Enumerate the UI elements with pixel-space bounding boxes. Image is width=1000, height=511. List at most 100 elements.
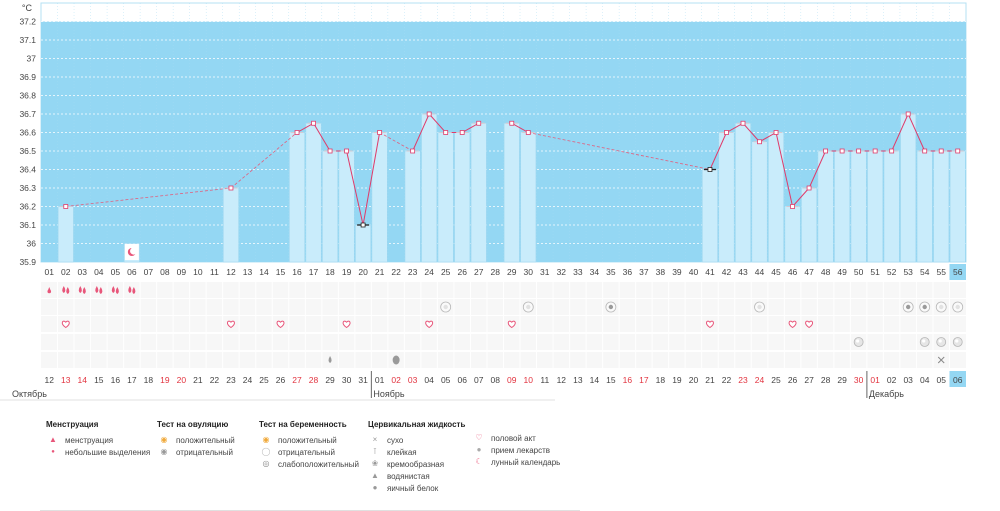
- cycle-day-label: 55: [936, 267, 946, 277]
- calendar-date-label: 24: [243, 375, 253, 385]
- legend-label: сухо: [387, 435, 404, 445]
- cycle-day-label: 10: [193, 267, 203, 277]
- legend-label: положительный: [176, 435, 235, 445]
- calendar-date-label: 22: [210, 375, 220, 385]
- cycle-day-label: 37: [639, 267, 649, 277]
- temperature-bar: [322, 150, 338, 263]
- heavy-drop-icon-2: [66, 287, 70, 294]
- temperature-bar: [355, 224, 372, 263]
- y-tick-label: 36.3: [19, 183, 36, 193]
- heart-icon: [706, 320, 714, 329]
- legend-menstruation: Менструация ▲ менструация ● небольшие выде…: [46, 420, 150, 458]
- calendar-date-label: 01: [870, 375, 880, 385]
- temperature-line: [346, 150, 364, 226]
- legend-label: кремообразная: [387, 459, 445, 469]
- heavy-drop-icon: ▲: [49, 435, 57, 444]
- cycle-day-label: 02: [61, 267, 71, 277]
- temperature-point: [823, 148, 828, 154]
- month-label: Ноябрь: [373, 389, 405, 399]
- y-tick-label: 36.8: [19, 91, 36, 101]
- calendar-date-label: 22: [722, 375, 732, 385]
- temperature-point: [525, 130, 531, 135]
- pill-shine: [955, 339, 959, 343]
- heart-icon: [342, 320, 351, 329]
- cycle-day-label: 09: [177, 267, 187, 277]
- calendar-date-label: 25: [771, 375, 781, 385]
- temperature-bar: [801, 187, 817, 263]
- cycle-day-label: 06: [127, 267, 137, 277]
- temperature-bar: [883, 150, 900, 263]
- cycle-day-label: 41: [705, 267, 715, 277]
- temperature-bar: [404, 150, 421, 263]
- calendar-date-label: 14: [78, 375, 88, 385]
- calendar-date-label: 27: [292, 375, 302, 385]
- temperature-bar: [520, 132, 537, 263]
- pregnancy-test-center: [939, 304, 944, 310]
- calendar-date-label: 21: [705, 375, 715, 385]
- calendar-date-label: 15: [606, 375, 616, 385]
- temperature-bar: [834, 150, 851, 263]
- legend-pregnancy: Тест на беременность ◉ положительный ◯ отр…: [259, 420, 359, 470]
- cycle-day-label: 45: [771, 267, 781, 277]
- calendar-date-label: 28: [821, 375, 831, 385]
- y-tick-label: 36.4: [19, 165, 36, 175]
- temperature-bar: [718, 132, 735, 263]
- cycle-day-label: 52: [887, 267, 897, 277]
- chart-legend: Менструация ▲ менструация ● небольшие выде…: [40, 420, 580, 511]
- temperature-line: [742, 122, 760, 143]
- temperature-line: [891, 113, 909, 152]
- legend-label: отрицательный: [278, 447, 335, 457]
- cycle-day-label: 01: [45, 267, 55, 277]
- temperature-dashed-line: [528, 132, 711, 170]
- watery-icon: [328, 356, 332, 363]
- cycle-day-label: 46: [788, 267, 798, 277]
- y-tick-label: 36: [27, 239, 37, 249]
- temperature-line: [709, 132, 727, 170]
- legend-cervical: Цервикальная жидкость × сухо ⊺ клейкая ❀ кр…: [368, 420, 465, 494]
- y-tick-label: 36.2: [19, 202, 36, 212]
- current-day-highlight: [949, 264, 966, 280]
- temperature-bar: [817, 150, 834, 263]
- excluded-point: [360, 222, 366, 228]
- temperature-dashed-line: [379, 132, 413, 152]
- temperature-bar: [702, 169, 718, 263]
- legend-ovulation: Тест на овуляцию ◉ положительный ◉ отрицат…: [157, 420, 235, 458]
- calendar-date-label: 27: [804, 375, 814, 385]
- temperature-bar: [900, 113, 917, 263]
- legend-label: небольшие выделения: [65, 447, 151, 457]
- temperature-bar: [784, 206, 801, 263]
- calendar-date-label: 06: [457, 375, 467, 385]
- temperature-bar: [454, 132, 471, 263]
- temperature-line: [428, 113, 447, 133]
- y-tick-label: 37.2: [19, 17, 36, 27]
- legend-label: положительный: [278, 435, 337, 445]
- cycle-day-label: 25: [441, 267, 451, 277]
- calendar-date-label: 06: [953, 375, 963, 385]
- calendar-date-label: 02: [391, 375, 401, 385]
- temperature-bar: [470, 123, 487, 263]
- legend-pregnancy-title: Тест на беременность: [259, 420, 347, 429]
- egg-white-icon: [392, 355, 400, 365]
- cycle-day-label: 35: [606, 267, 616, 277]
- cycle-day-label: 51: [870, 267, 880, 277]
- temperature-dashed-line: [230, 132, 298, 189]
- pill-shine: [938, 339, 942, 343]
- calendar-date-label: 28: [309, 375, 319, 385]
- creamy-icon: ❀: [371, 459, 379, 468]
- calendar-date-label: 02: [887, 375, 897, 385]
- cycle-day-label: 24: [424, 267, 434, 277]
- excluded-point: [707, 167, 713, 172]
- calendar-date-label: 23: [738, 375, 748, 385]
- temperature-point: [377, 130, 383, 135]
- cycle-day-label: 47: [804, 267, 814, 277]
- heavy-drop-icon-2: [82, 287, 86, 294]
- heart-icon: [788, 320, 797, 329]
- cycle-day-label: 40: [689, 267, 699, 277]
- temperature-line: [907, 113, 926, 152]
- pregnancy-test-center: [608, 304, 614, 310]
- calendar-date-label: 07: [474, 375, 484, 385]
- calendar-date-label: 05: [936, 375, 946, 385]
- legend-label: клейкая: [387, 447, 417, 457]
- temperature-point: [955, 148, 961, 154]
- pregnancy-test-center: [922, 304, 927, 310]
